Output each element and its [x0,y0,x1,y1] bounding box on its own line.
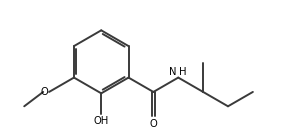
Text: H: H [179,67,187,77]
Text: OH: OH [94,116,109,126]
Text: O: O [149,119,157,129]
Text: O: O [40,87,48,97]
Text: N: N [168,67,176,77]
